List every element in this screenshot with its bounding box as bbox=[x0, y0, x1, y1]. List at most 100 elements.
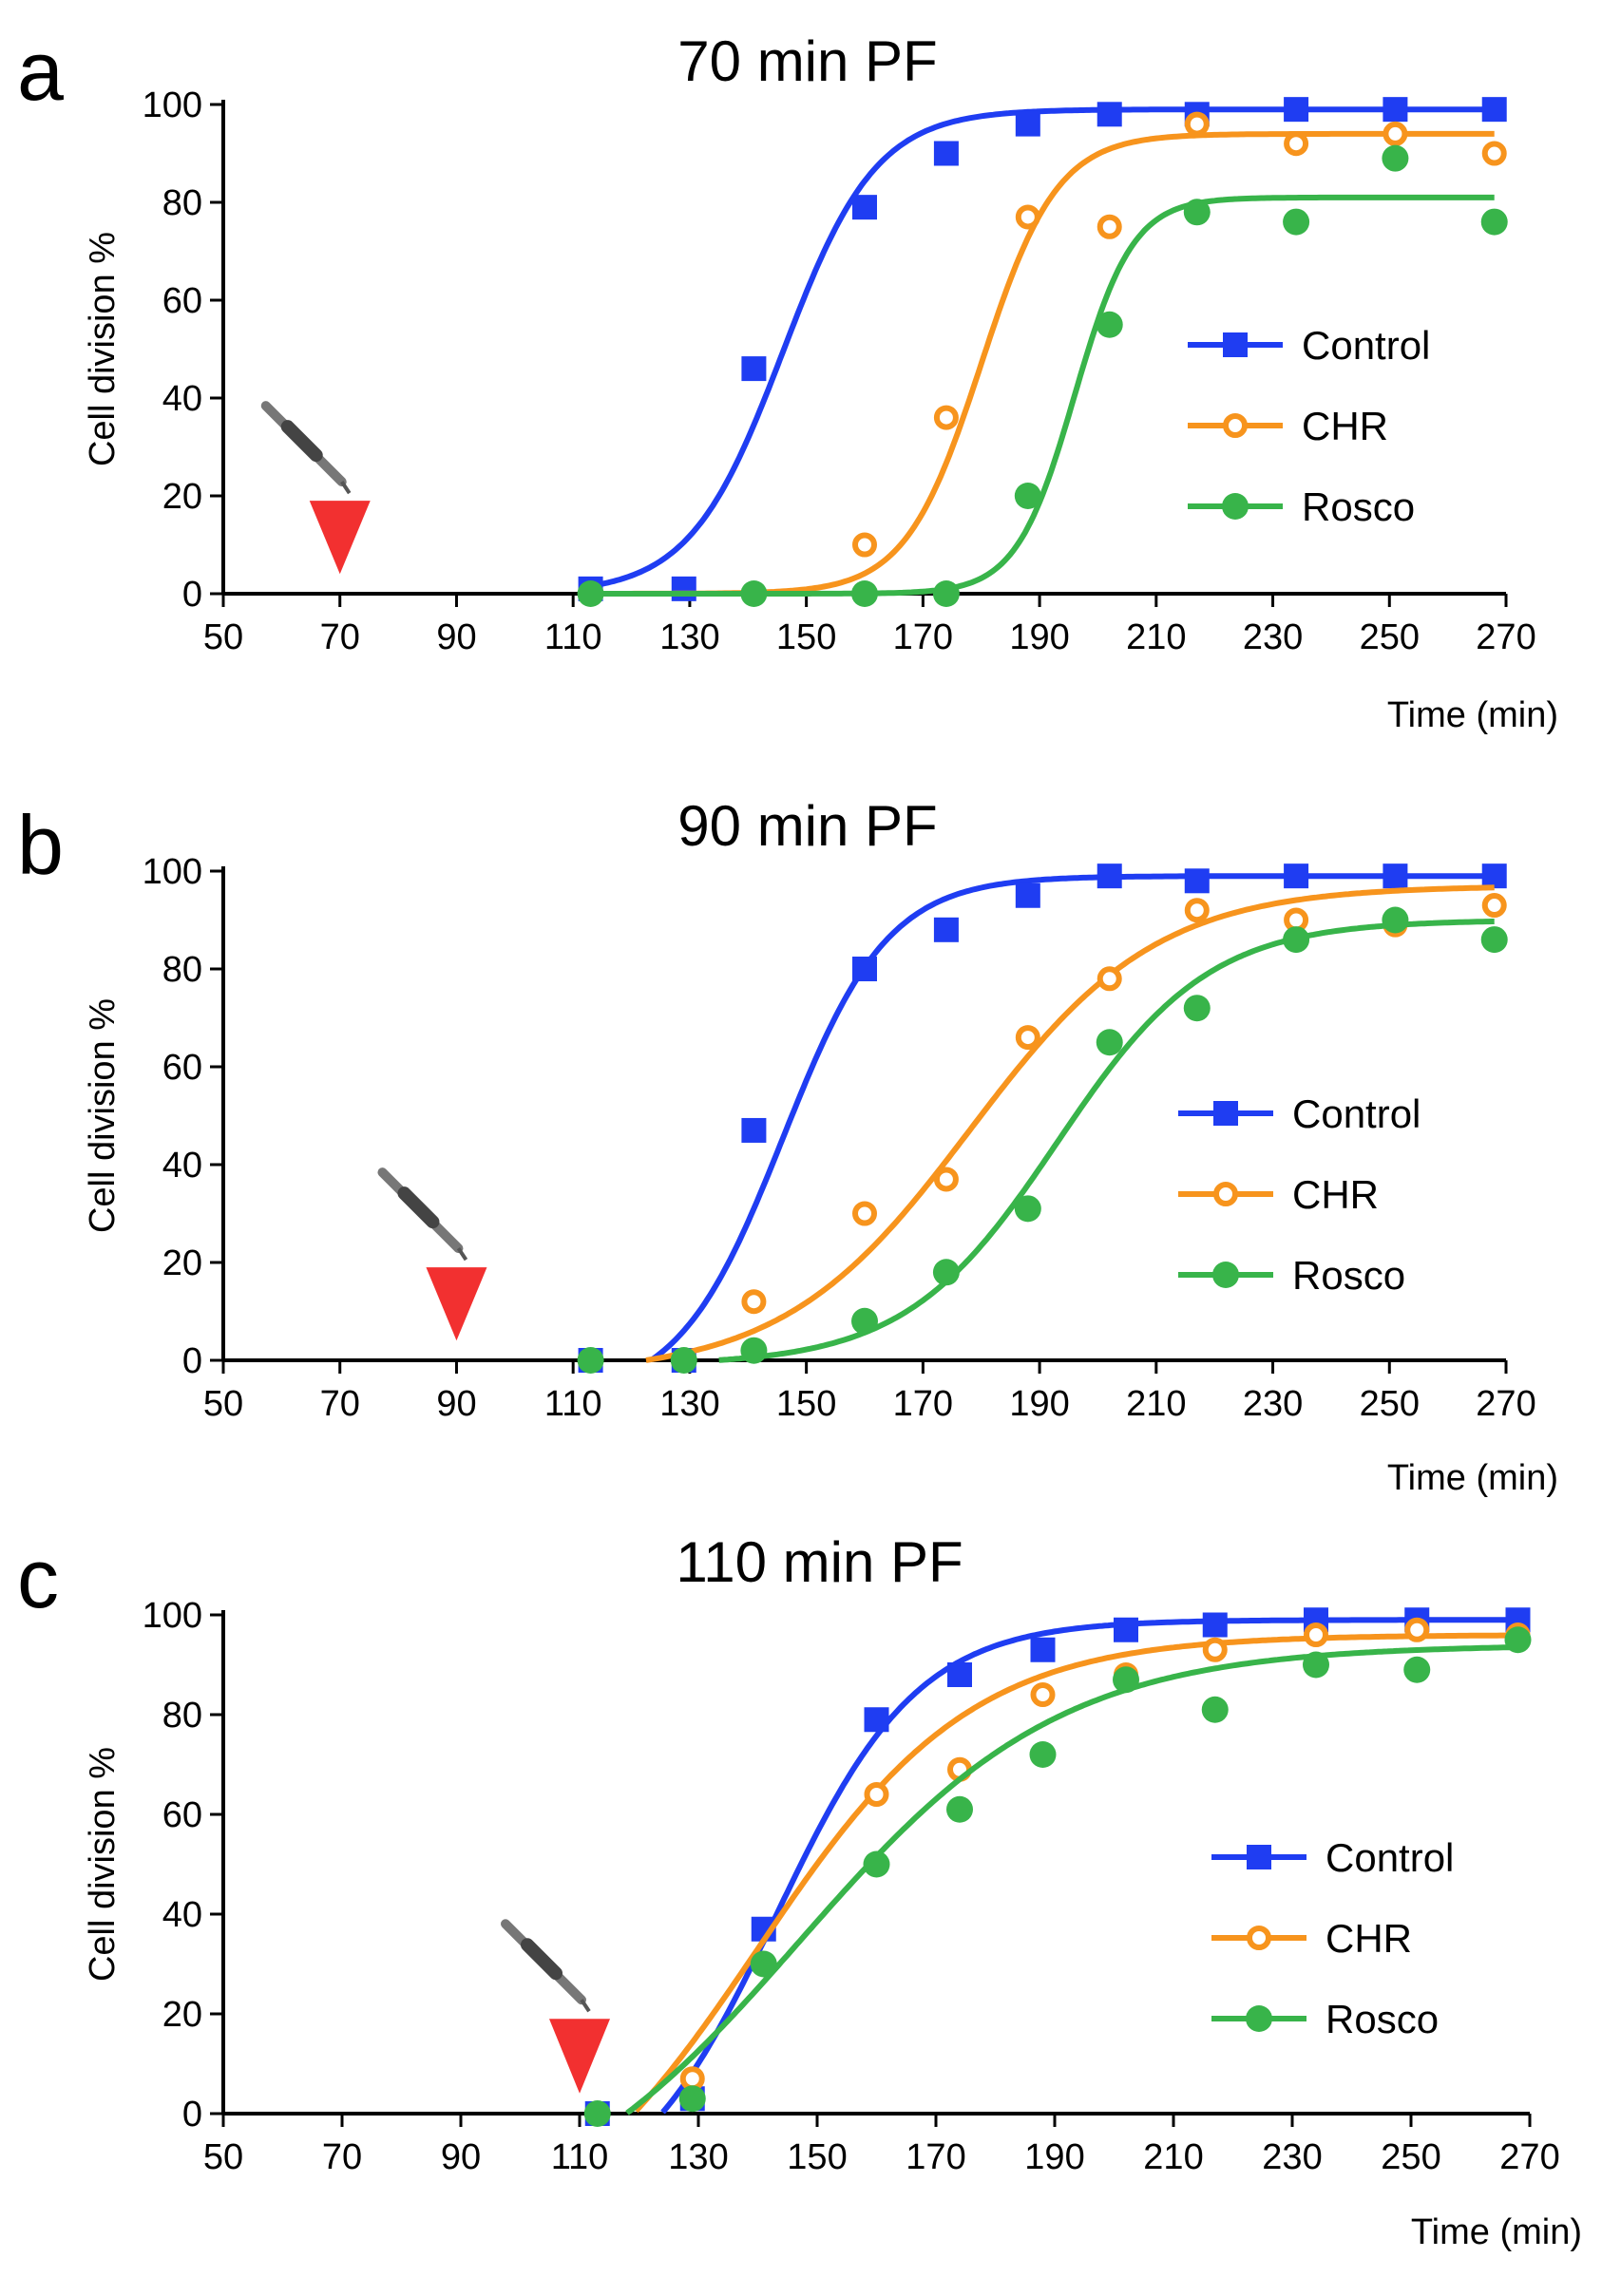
legend-item: Rosco bbox=[1211, 1997, 1439, 2041]
data-point bbox=[1114, 1617, 1138, 1642]
data-point bbox=[932, 580, 960, 607]
legend: Control CHR Rosco bbox=[1178, 1091, 1421, 1298]
data-point bbox=[932, 1259, 960, 1286]
data-point bbox=[852, 195, 877, 220]
data-point bbox=[1097, 102, 1122, 127]
y-tick-label: 100 bbox=[143, 1596, 202, 1636]
data-point bbox=[1201, 1696, 1229, 1723]
y-tick-label: 40 bbox=[162, 1895, 202, 1935]
series-rosco bbox=[583, 1626, 1532, 2127]
x-axis-title: Time (min) bbox=[1387, 1458, 1558, 1498]
legend-label: Rosco bbox=[1292, 1253, 1405, 1298]
data-point bbox=[1097, 214, 1122, 239]
legend-marker bbox=[1246, 2005, 1272, 2032]
panel-letter: c bbox=[17, 1531, 59, 1625]
data-point bbox=[851, 1307, 878, 1335]
legend-marker bbox=[1247, 1926, 1271, 1950]
x-tick-label: 270 bbox=[1476, 1384, 1535, 1424]
y-tick-label: 0 bbox=[182, 2095, 202, 2135]
legend: Control CHR Rosco bbox=[1188, 323, 1430, 529]
fit-line bbox=[718, 919, 1495, 1363]
fit-line bbox=[625, 1644, 1518, 2116]
data-point bbox=[1030, 1637, 1056, 1662]
x-tick-label: 110 bbox=[544, 617, 602, 657]
data-point bbox=[1184, 868, 1210, 894]
data-point bbox=[1015, 111, 1040, 137]
data-point bbox=[852, 957, 877, 981]
data-point bbox=[933, 405, 959, 430]
x-tick-label: 250 bbox=[1381, 2137, 1440, 2177]
data-point bbox=[1480, 208, 1508, 236]
data-point bbox=[863, 1850, 890, 1878]
data-point bbox=[1481, 141, 1507, 166]
data-point bbox=[1202, 1612, 1228, 1638]
y-tick-label: 20 bbox=[162, 477, 202, 517]
data-point bbox=[678, 2085, 706, 2113]
data-point bbox=[1481, 863, 1507, 889]
data-point bbox=[933, 1167, 959, 1192]
x-tick-label: 70 bbox=[320, 1384, 360, 1424]
fit-line bbox=[660, 1617, 1518, 2115]
legend-label: Rosco bbox=[1325, 1997, 1439, 2041]
pipette-icon bbox=[260, 401, 352, 495]
panel-title: 110 min PF bbox=[676, 1530, 963, 1594]
data-point bbox=[1097, 863, 1122, 889]
series-control bbox=[578, 863, 1507, 1373]
data-point bbox=[741, 1289, 767, 1315]
y-tick-label: 60 bbox=[162, 1795, 202, 1835]
x-tick-label: 110 bbox=[551, 2137, 609, 2177]
x-axis-title: Time (min) bbox=[1411, 2212, 1582, 2252]
legend-marker bbox=[1213, 1182, 1238, 1206]
fit-line bbox=[634, 1632, 1518, 2114]
data-point bbox=[851, 580, 878, 607]
data-point bbox=[1184, 898, 1210, 923]
data-point bbox=[1097, 966, 1122, 992]
x-tick-label: 70 bbox=[322, 2137, 362, 2177]
series-rosco bbox=[577, 144, 1508, 607]
treatment-marker bbox=[309, 501, 371, 575]
legend-item: CHR bbox=[1188, 404, 1388, 448]
x-tick-label: 130 bbox=[668, 2137, 728, 2177]
legend-marker bbox=[1213, 1101, 1238, 1126]
panel-letter: a bbox=[17, 24, 64, 118]
data-point bbox=[577, 1347, 604, 1374]
fit-line bbox=[590, 194, 1495, 597]
treatment-marker bbox=[549, 2019, 610, 2094]
data-point bbox=[1283, 926, 1310, 954]
series-rosco bbox=[577, 906, 1508, 1374]
data-point bbox=[1284, 97, 1309, 123]
x-tick-label: 170 bbox=[906, 2137, 965, 2177]
legend-label: Control bbox=[1292, 1091, 1421, 1136]
x-tick-label: 250 bbox=[1360, 617, 1420, 657]
x-tick-label: 90 bbox=[441, 2137, 481, 2177]
data-point bbox=[1383, 97, 1408, 123]
legend-marker bbox=[1212, 1262, 1239, 1288]
data-point bbox=[1030, 1682, 1056, 1707]
data-point bbox=[1283, 208, 1310, 236]
data-point bbox=[1183, 995, 1211, 1022]
x-tick-label: 50 bbox=[203, 617, 243, 657]
legend-label: CHR bbox=[1325, 1916, 1412, 1961]
data-point bbox=[1481, 97, 1507, 123]
data-point bbox=[670, 1347, 697, 1374]
data-point bbox=[1015, 882, 1040, 908]
y-tick-label: 100 bbox=[143, 85, 202, 125]
data-point bbox=[946, 1795, 973, 1823]
data-point bbox=[741, 356, 767, 382]
data-point bbox=[864, 1707, 889, 1733]
data-point bbox=[1015, 1025, 1040, 1051]
data-point bbox=[741, 1117, 767, 1143]
x-tick-label: 130 bbox=[659, 617, 719, 657]
data-point bbox=[1382, 144, 1409, 172]
y-tick-label: 20 bbox=[162, 1243, 202, 1283]
y-tick-label: 100 bbox=[143, 852, 202, 892]
legend-label: Control bbox=[1325, 1835, 1454, 1880]
y-axis-title: Cell division % bbox=[83, 998, 123, 1233]
legend-item: Control bbox=[1178, 1091, 1421, 1136]
data-point bbox=[583, 2100, 611, 2127]
x-tick-label: 190 bbox=[1009, 1384, 1069, 1424]
data-point bbox=[933, 917, 959, 942]
data-point bbox=[1404, 1617, 1430, 1642]
x-tick-label: 270 bbox=[1476, 617, 1535, 657]
